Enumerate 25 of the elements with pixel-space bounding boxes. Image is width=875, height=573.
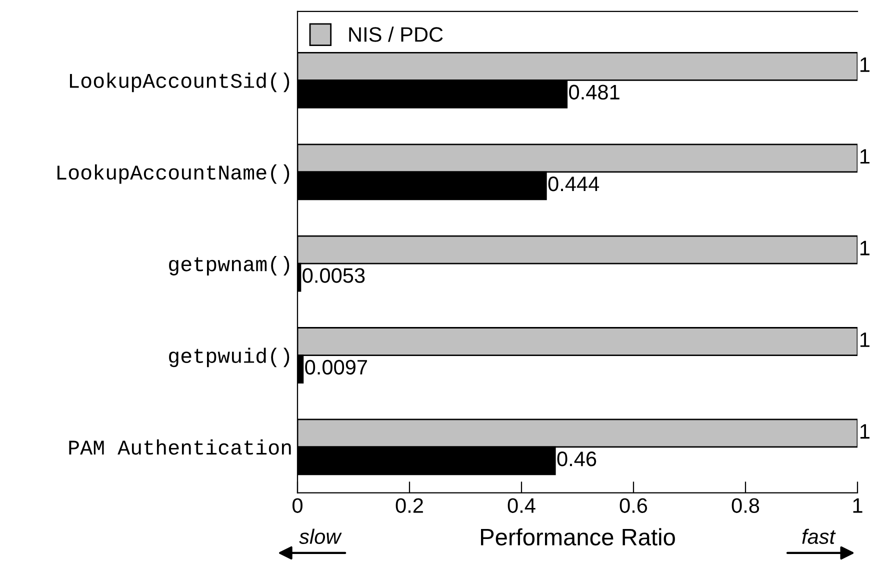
data-label: 1	[860, 240, 870, 256]
data-label: 0.444	[548, 176, 600, 192]
data-label: 0.0097	[305, 360, 367, 375]
x-tick-label: 0	[292, 498, 302, 513]
data-label: 0.0053	[302, 268, 365, 283]
x-tick-label: 0.6	[620, 498, 648, 513]
x-tick-label: 1	[853, 498, 862, 513]
x-tick-label: 0.2	[396, 498, 423, 513]
data-label: 1	[860, 332, 870, 347]
text: slow	[299, 528, 342, 544]
x-axis-title: Performance Ratio	[481, 528, 675, 546]
data-label: 1	[860, 149, 870, 164]
legend-label: NIS / PDC	[349, 26, 443, 42]
y-tick-label: getpwnam()	[169, 256, 290, 276]
y-tick-label: PAM Authentication	[69, 439, 291, 455]
data-label: 0.46	[557, 452, 596, 466]
data-label: 0.481	[569, 84, 620, 100]
x-tick-label: 0.4	[508, 498, 536, 513]
y-tick-label: LookupAccountSid()	[70, 72, 290, 92]
x-tick-label: 0.8	[732, 498, 760, 513]
text: fast	[802, 528, 836, 544]
data-label: 1	[860, 58, 870, 72]
y-tick-label: LookupAccountName()	[57, 164, 290, 184]
y-tick-label: getpwuid()	[169, 348, 290, 368]
data-label: 1	[860, 424, 870, 439]
